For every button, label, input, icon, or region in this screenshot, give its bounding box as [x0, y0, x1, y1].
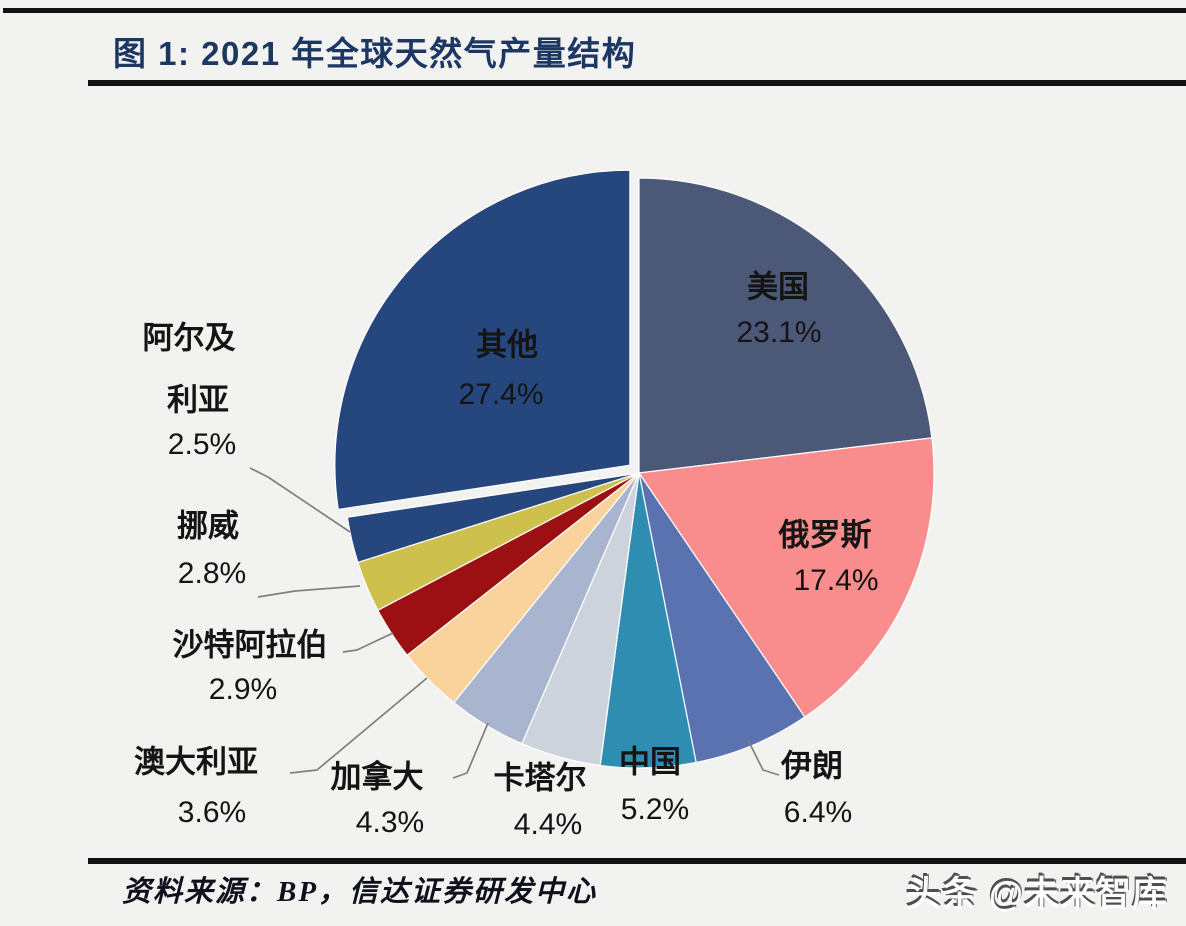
slice-percent-russia: 17.4% — [793, 564, 879, 597]
pie-slice-others — [334, 169, 631, 511]
leader-line-australia — [289, 677, 428, 774]
slice-name-norway: 挪威 — [177, 508, 239, 544]
leader-line-norway — [257, 585, 361, 598]
leader-line-iran — [747, 739, 780, 776]
pie-slice-usa — [638, 177, 933, 474]
slice-name-russia: 俄罗斯 — [778, 517, 872, 553]
slice-percent-algeria: 2.5% — [167, 428, 237, 461]
source-note: 资料来源：BP，信达证券研发中心 — [122, 876, 598, 908]
slice-percent-norway: 2.8% — [177, 557, 247, 590]
slice-percent-china: 5.2% — [620, 793, 690, 826]
figure-title: 图 1: 2021 年全球天然气产量结构 — [113, 35, 637, 72]
slice-name-qatar: 卡塔尔 — [493, 760, 587, 796]
pie-slice-russia — [637, 437, 935, 718]
slice-name-australia: 澳大利亚 — [134, 744, 258, 780]
top-rule — [3, 8, 1186, 13]
slice-name-others: 其他 — [476, 327, 538, 363]
slice-percent-qatar: 4.4% — [513, 808, 583, 841]
slice-percent-saudi-arabia: 2.9% — [208, 673, 278, 706]
pie-slice-algeria — [346, 472, 640, 564]
watermark: 头条 @未来智库 — [906, 875, 1168, 914]
slice-name-china: 中国 — [619, 744, 681, 780]
slice-percent-iran: 6.4% — [783, 796, 853, 829]
leader-line-algeria — [249, 467, 351, 533]
slice-name-iran: 伊朗 — [781, 748, 843, 784]
pie-slice-iran — [638, 472, 806, 764]
slice-percent-canada: 4.3% — [355, 806, 425, 839]
slice-name-algeria-line2: 利亚 — [167, 382, 229, 418]
slice-name-usa: 美国 — [747, 269, 809, 305]
leader-line-canada — [452, 722, 489, 779]
slice-percent-usa: 23.1% — [736, 316, 822, 349]
bottom-rule — [88, 858, 1186, 864]
slice-name-canada: 加拿大 — [330, 759, 424, 795]
slice-name-algeria-line1: 阿尔及 — [142, 320, 236, 356]
slice-name-saudi-arabia: 沙特阿拉伯 — [172, 627, 328, 663]
leader-line-saudi-arabia — [342, 632, 394, 653]
slice-percent-others: 27.4% — [458, 378, 544, 411]
slice-percent-australia: 3.6% — [177, 796, 247, 829]
title-underline-rule — [88, 80, 1186, 86]
